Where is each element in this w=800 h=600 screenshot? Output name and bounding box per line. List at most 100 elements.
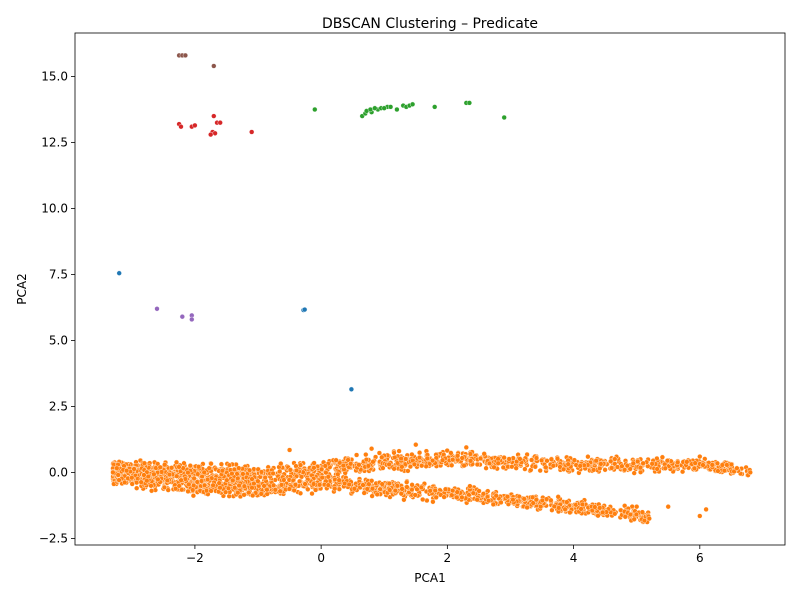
scatter-point (562, 506, 568, 512)
scatter-point (369, 478, 375, 484)
scatter-point (495, 460, 501, 466)
scatter-point (476, 488, 482, 494)
scatter-point (189, 316, 195, 323)
scatter-point (640, 460, 646, 466)
scatter-point (564, 499, 570, 505)
scatter-point (432, 487, 438, 494)
scatter-point (191, 482, 197, 489)
scatter-point (412, 492, 418, 498)
scatter-point (571, 457, 578, 463)
scatter-point (486, 460, 493, 467)
scatter-point (323, 470, 329, 476)
scatter-point (509, 464, 515, 470)
scatter-point (325, 474, 331, 480)
scatter-point (433, 494, 439, 501)
scatter-point (724, 462, 730, 468)
scatter-point (388, 104, 394, 110)
scatter-point (297, 478, 303, 484)
scatter-point (409, 451, 415, 458)
scatter-point (624, 463, 630, 469)
scatter-point (249, 485, 255, 491)
scatter-point (522, 466, 528, 472)
scatter-point (714, 460, 721, 466)
scatter-point (404, 479, 410, 485)
scatter-point (592, 504, 598, 510)
scatter-point (122, 479, 128, 486)
scatter-point (627, 511, 634, 518)
scatter-point (226, 462, 233, 468)
scatter-point (174, 473, 180, 479)
scatter-point (555, 494, 561, 500)
scatter-point (703, 506, 709, 513)
scatter-point (597, 505, 603, 511)
scatter-point (589, 507, 595, 514)
scatter-point (715, 468, 721, 474)
scatter-point (659, 454, 666, 460)
scatter-point (319, 466, 325, 472)
scatter-point (649, 461, 655, 467)
scatter-point (319, 475, 325, 481)
scatter-point (134, 485, 140, 491)
scatter-point (217, 120, 223, 126)
scatter-point (450, 457, 456, 463)
scatter-point (530, 500, 536, 506)
y-tick-label: 5.0 (49, 333, 68, 347)
scatter-point (141, 472, 147, 478)
scatter-point (369, 446, 375, 452)
scatter-point (240, 471, 246, 477)
scatter-point (340, 463, 346, 469)
scatter-point (461, 463, 467, 469)
scatter-point (556, 505, 562, 511)
scatter-point (481, 451, 487, 457)
scatter-point (377, 486, 383, 492)
scatter-point (277, 468, 283, 475)
scatter-point (157, 464, 163, 470)
scatter-point (454, 489, 460, 495)
scatter-point (354, 452, 360, 458)
scatter-point (218, 461, 225, 467)
scatter-point (513, 465, 519, 471)
scatter-point (251, 480, 257, 487)
scatter-point (173, 459, 180, 465)
scatter-point (528, 457, 535, 463)
scatter-point (637, 465, 644, 471)
scatter-point (631, 516, 637, 522)
scatter-point (634, 504, 640, 510)
scatter-point (537, 468, 543, 474)
scatter-point (459, 494, 465, 501)
scatter-point (691, 465, 698, 471)
scatter-point (430, 458, 436, 464)
scatter-point (419, 463, 425, 469)
scatter-point (348, 386, 355, 392)
scatter-point (317, 482, 323, 488)
scatter-point (251, 466, 257, 472)
scatter-point (533, 497, 539, 503)
scatter-point (480, 491, 487, 497)
scatter-point (521, 496, 527, 502)
scatter-point (424, 497, 430, 504)
scatter-point (366, 481, 372, 487)
scatter-point (731, 468, 737, 475)
scatter-point (287, 467, 294, 473)
scatter-point (114, 465, 120, 471)
scatter-point (195, 471, 201, 477)
scatter-point (208, 461, 214, 467)
scatter-point (474, 497, 480, 503)
scatter-point (504, 494, 511, 500)
scatter-point (302, 307, 308, 313)
x-tick-label: 4 (570, 551, 578, 565)
scatter-point (151, 471, 157, 477)
x-tick-label: 0 (317, 551, 325, 565)
scatter-point (202, 482, 208, 488)
scatter-point (204, 488, 210, 494)
scatter-point (386, 480, 392, 487)
scatter-point (230, 477, 236, 484)
scatter-point (675, 459, 681, 465)
scatter-point (467, 451, 474, 457)
scatter-point (548, 497, 554, 503)
scatter-point (380, 465, 386, 471)
scatter-point (600, 509, 606, 516)
scatter-point (539, 497, 545, 504)
scatter-point (510, 497, 516, 503)
